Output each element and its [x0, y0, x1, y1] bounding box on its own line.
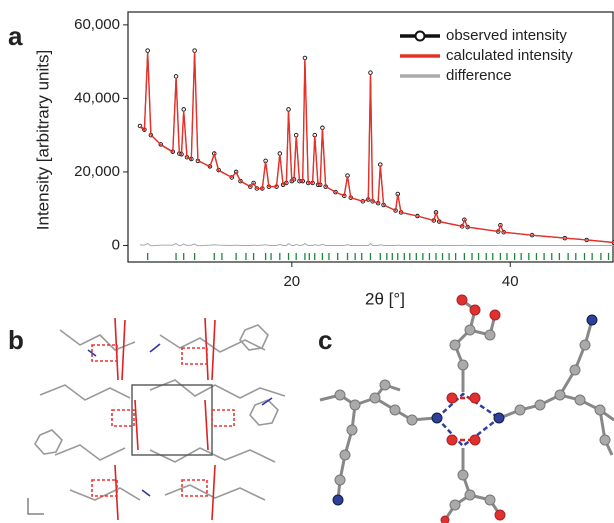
y-axis-label: Intensity [arbitrary units]	[33, 50, 52, 230]
observed-point	[368, 70, 373, 75]
x-tick-label: 20	[283, 273, 300, 290]
panel-label: b	[8, 325, 24, 355]
y-tick-label: 0	[112, 236, 120, 253]
axis-indicator	[27, 498, 44, 515]
observed-point	[181, 107, 186, 112]
panel-label: c	[318, 325, 332, 355]
x-axis-label: 2θ [°]	[365, 289, 405, 308]
series-line	[139, 52, 614, 244]
observed-point	[192, 48, 197, 53]
observed-point	[145, 48, 150, 53]
y-tick-label: 60,000	[74, 16, 120, 33]
plot-frame	[127, 11, 614, 263]
legend-label: calculated intensity	[446, 47, 573, 64]
panel-label: a	[8, 21, 23, 51]
observed-point	[302, 55, 308, 61]
observed-point	[286, 107, 291, 112]
dimer-illustration	[319, 294, 614, 523]
legend-marker	[414, 30, 426, 42]
legend-label: difference	[446, 67, 512, 84]
observed-point	[173, 74, 179, 79]
series-line	[139, 242, 614, 247]
y-tick-label: 40,000	[74, 89, 120, 106]
legend-label: observed intensity	[446, 27, 567, 44]
x-tick-label: 40	[502, 273, 519, 290]
y-tick-label: 20,000	[74, 163, 120, 180]
packing-illustration	[34, 317, 286, 521]
series-line	[139, 50, 614, 243]
